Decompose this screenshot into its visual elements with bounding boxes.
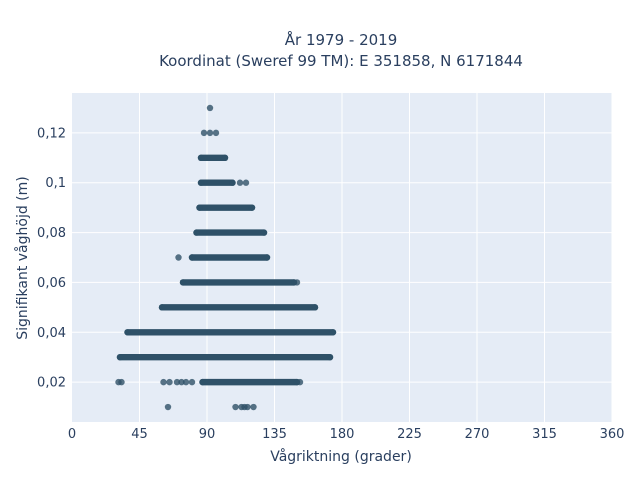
y-tick-label: 0,08 bbox=[37, 226, 66, 241]
data-point bbox=[326, 353, 334, 361]
x-tick-label: 360 bbox=[600, 427, 625, 442]
data-point bbox=[206, 129, 214, 137]
data-point bbox=[196, 204, 203, 211]
data-point bbox=[229, 179, 236, 186]
data-point bbox=[250, 403, 257, 411]
y-axis-title: Signifikant våghöjd (m) bbox=[14, 176, 31, 339]
data-point bbox=[197, 154, 205, 162]
data-point bbox=[199, 378, 206, 386]
data-point bbox=[244, 403, 251, 411]
data-point bbox=[188, 254, 196, 261]
y-tick-label: 0,02 bbox=[37, 376, 66, 391]
x-tick-label: 90 bbox=[199, 427, 216, 442]
data-point bbox=[116, 353, 124, 361]
y-axis-ticks: 0,02 0,04 0,06 0,08 0,1 0,12 bbox=[37, 126, 66, 390]
y-tick-label: 0,04 bbox=[37, 326, 66, 341]
x-tick-label: 180 bbox=[330, 427, 355, 442]
data-points bbox=[115, 104, 337, 411]
data-point bbox=[296, 378, 304, 386]
x-tick-label: 0 bbox=[68, 427, 76, 442]
data-point bbox=[232, 403, 239, 411]
data-point bbox=[173, 378, 181, 386]
data-point bbox=[236, 179, 244, 186]
x-tick-label: 315 bbox=[532, 427, 557, 442]
x-axis-ticks: 0 45 90 135 180 225 270 315 360 bbox=[68, 427, 625, 442]
data-point bbox=[311, 304, 319, 311]
data-point bbox=[178, 378, 185, 386]
data-point bbox=[263, 254, 271, 261]
data-point bbox=[242, 179, 250, 186]
data-point bbox=[248, 204, 256, 211]
data-point bbox=[293, 279, 301, 286]
data-point bbox=[260, 229, 268, 236]
chart-title-line-2: Koordinat (Sweref 99 TM): E 351858, N 61… bbox=[159, 52, 523, 70]
data-point bbox=[206, 104, 214, 112]
data-point bbox=[160, 378, 167, 386]
data-point bbox=[329, 329, 337, 336]
x-tick-label: 225 bbox=[397, 427, 422, 442]
x-tick-label: 270 bbox=[465, 427, 490, 442]
data-point bbox=[197, 179, 205, 186]
data-point bbox=[164, 403, 172, 411]
data-point bbox=[200, 129, 208, 137]
y-tick-label: 0,12 bbox=[37, 126, 66, 141]
data-point bbox=[193, 229, 200, 236]
data-point bbox=[158, 304, 166, 311]
y-tick-label: 0,1 bbox=[45, 176, 66, 191]
data-point bbox=[182, 378, 190, 386]
data-point bbox=[124, 329, 131, 336]
x-tick-label: 45 bbox=[131, 427, 148, 442]
data-point bbox=[212, 129, 220, 137]
data-point bbox=[188, 378, 196, 386]
data-point bbox=[175, 254, 182, 261]
data-point bbox=[118, 378, 125, 386]
chart-title-line-1: År 1979 - 2019 bbox=[285, 30, 398, 49]
data-point bbox=[221, 154, 229, 162]
x-axis-title: Vågriktning (grader) bbox=[270, 448, 412, 465]
data-point bbox=[179, 279, 187, 286]
data-point bbox=[166, 378, 173, 386]
y-tick-label: 0,06 bbox=[37, 276, 66, 291]
x-tick-label: 135 bbox=[262, 427, 287, 442]
